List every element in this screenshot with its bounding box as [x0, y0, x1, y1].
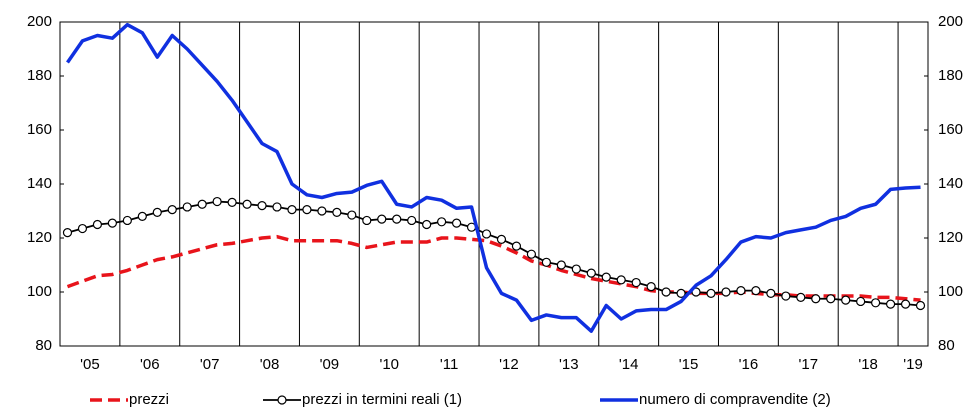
series-line — [66, 234, 921, 302]
point — [571, 264, 581, 274]
x-tick-label: '12 — [499, 356, 519, 373]
point — [287, 205, 297, 215]
y2-tick-label: 100 — [938, 283, 963, 300]
point — [422, 219, 432, 230]
point — [392, 214, 402, 224]
point — [885, 299, 896, 309]
y2-tick-label: 120 — [938, 229, 963, 246]
point — [77, 223, 88, 234]
point — [721, 287, 731, 297]
x-tick-label: '11 — [440, 356, 458, 373]
y-tick-label: 200 — [27, 13, 52, 30]
x-tick-label: '09 — [320, 356, 340, 373]
x-tick-label: '19 — [903, 356, 923, 373]
point — [167, 205, 177, 215]
x-tick-label: '07 — [200, 356, 220, 373]
point — [796, 292, 806, 302]
x-tick-label: '06 — [140, 356, 160, 373]
point — [437, 217, 447, 227]
point — [661, 287, 671, 297]
y-tick-label: 100 — [27, 283, 52, 300]
point — [407, 215, 417, 226]
point — [347, 210, 357, 220]
point — [556, 260, 566, 270]
point — [900, 299, 911, 309]
y-tick-label: 120 — [27, 229, 52, 246]
point — [227, 197, 237, 207]
point — [871, 298, 881, 308]
point — [601, 272, 611, 282]
x-tick-label: '15 — [679, 356, 699, 373]
y-tick-label: 180 — [27, 67, 52, 84]
point — [631, 277, 641, 288]
point — [676, 288, 686, 298]
point — [182, 202, 192, 212]
point — [541, 257, 551, 267]
point — [152, 207, 162, 217]
point — [62, 228, 73, 238]
y-tick-label: 140 — [27, 175, 52, 192]
x-tick-label: '10 — [379, 356, 399, 373]
point — [736, 286, 746, 296]
point — [751, 286, 761, 296]
point — [272, 202, 282, 212]
point — [122, 215, 132, 226]
y2-tick-label: 160 — [938, 121, 963, 138]
y-tick-label: 80 — [35, 337, 52, 354]
legend-label: numero di compravendite (2) — [639, 391, 831, 408]
point — [242, 199, 252, 209]
x-tick-label: '05 — [80, 356, 100, 373]
point — [826, 294, 836, 304]
point — [616, 275, 626, 285]
x-tick-label: '14 — [619, 356, 639, 373]
point — [811, 294, 821, 304]
series-line — [66, 22, 921, 333]
y-tick-label: 160 — [27, 121, 52, 138]
point — [212, 196, 222, 207]
y2-tick-label: 200 — [938, 13, 963, 30]
x-tick-label: '13 — [559, 356, 579, 373]
legend-label: prezzi — [129, 391, 169, 408]
point — [526, 249, 537, 259]
y2-tick-label: 80 — [938, 337, 955, 354]
point — [646, 282, 656, 292]
y2-tick-label: 140 — [938, 175, 963, 192]
point — [197, 199, 207, 209]
point — [706, 288, 716, 298]
point — [92, 219, 103, 230]
x-tick-label: '17 — [798, 356, 818, 373]
series-line — [67, 200, 921, 307]
point — [332, 207, 342, 217]
legend-label: prezzi in termini reali (1) — [302, 391, 462, 408]
x-tick-label: '18 — [858, 356, 878, 373]
point — [856, 296, 866, 307]
point — [586, 268, 596, 278]
point — [302, 205, 312, 215]
point — [766, 288, 776, 298]
point — [481, 229, 492, 239]
y2-tick-label: 180 — [938, 67, 963, 84]
point — [107, 218, 117, 228]
point — [137, 211, 147, 221]
point — [377, 214, 387, 224]
point — [317, 206, 327, 216]
point — [915, 300, 926, 311]
point — [362, 215, 372, 226]
legend-marker — [277, 395, 287, 405]
x-tick-label: '16 — [739, 356, 759, 373]
point — [511, 241, 522, 251]
point — [451, 218, 462, 228]
x-tick-label: '08 — [260, 356, 280, 373]
point — [496, 234, 507, 244]
point — [841, 295, 851, 305]
point — [257, 201, 267, 211]
point — [781, 291, 791, 301]
